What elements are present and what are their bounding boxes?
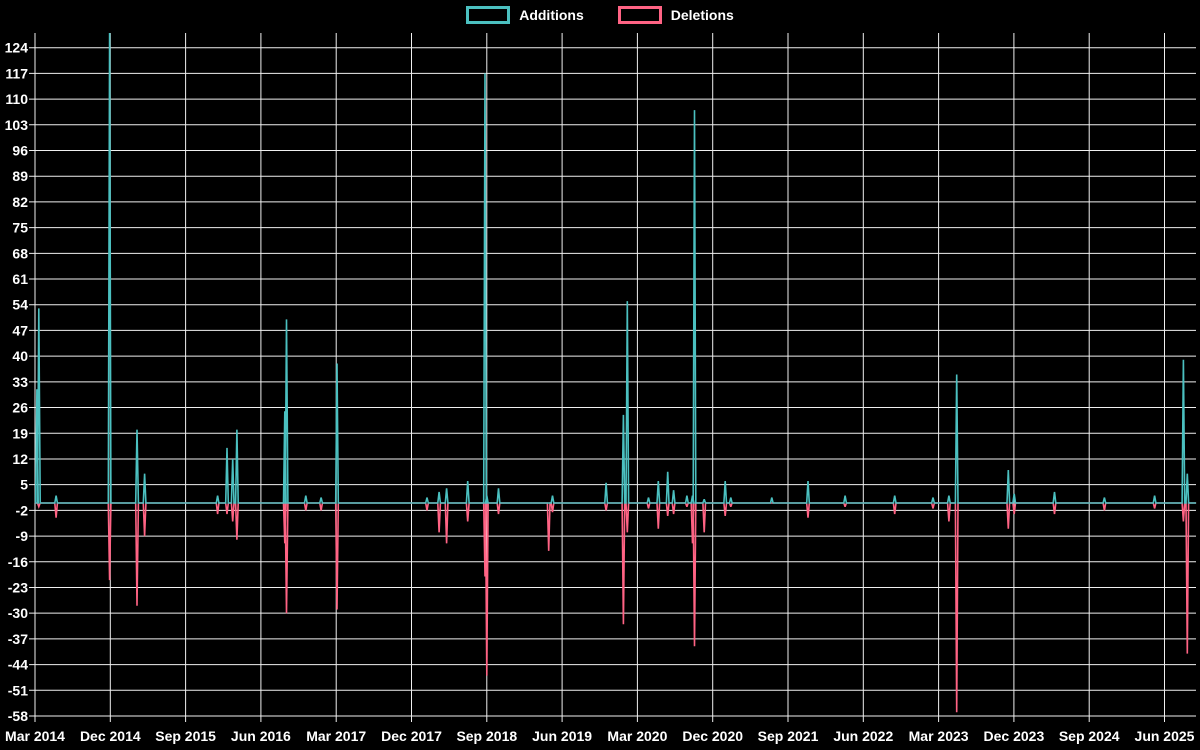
deletions-series-line	[35, 502, 1197, 713]
deletions-legend-label: Deletions	[670, 7, 734, 23]
additions-swatch-icon	[466, 6, 511, 24]
x-tick-label: Sep 2018	[456, 728, 517, 744]
y-tick-label: -2	[16, 502, 29, 518]
y-tick-label: 89	[12, 168, 28, 184]
x-tick-label: Mar 2023	[909, 728, 969, 744]
x-tick-label: Jun 2016	[231, 728, 291, 744]
y-tick-label: 96	[12, 143, 28, 159]
y-tick-label: -16	[8, 554, 28, 570]
legend-item-deletions[interactable]: Deletions	[617, 6, 734, 24]
y-tick-label: 54	[12, 297, 28, 313]
vertical-gridlines	[34, 33, 1165, 722]
x-tick-label: Mar 2017	[306, 728, 366, 744]
y-tick-label: 103	[5, 117, 29, 133]
y-tick-label: -30	[8, 605, 28, 621]
y-tick-label: -58	[8, 708, 28, 724]
y-tick-label: 40	[12, 348, 28, 364]
y-tick-label: 117	[5, 65, 28, 81]
x-tick-label: Jun 2019	[532, 728, 592, 744]
x-tick-label: Dec 2014	[80, 728, 141, 744]
deletions-swatch-icon	[617, 6, 662, 24]
y-tick-label: 82	[12, 194, 28, 210]
y-tick-label: 33	[12, 374, 28, 390]
y-tick-label: 5	[20, 477, 28, 493]
x-tick-label: Sep 2015	[155, 728, 216, 744]
x-tick-label: Mar 2020	[607, 728, 667, 744]
y-tick-label: -23	[8, 579, 28, 595]
y-tick-label: 26	[12, 400, 28, 416]
x-tick-label: Dec 2020	[682, 728, 743, 744]
y-tick-label: -37	[8, 631, 28, 647]
y-axis-tick-labels: 124 117 110 103 96 89 82 75 68 61 54 47 40 33 26 19 12 5 -…	[5, 40, 29, 724]
y-tick-label: 61	[12, 271, 28, 287]
y-tick-label: -44	[8, 657, 28, 673]
additions-series-line	[34, 32, 1197, 504]
legend-item-additions[interactable]: Additions	[466, 6, 584, 24]
y-tick-label: -51	[8, 682, 28, 698]
y-tick-label: 19	[12, 425, 28, 441]
x-axis-tick-labels: Mar 2014 Dec 2014 Sep 2015 Jun 2016 Mar 2017…	[5, 728, 1195, 744]
x-tick-label: Jun 2025	[1135, 728, 1195, 744]
horizontal-gridlines	[29, 47, 1196, 717]
x-tick-label: Jun 2022	[833, 728, 893, 744]
x-tick-label: Sep 2021	[758, 728, 819, 744]
x-tick-label: Dec 2017	[381, 728, 442, 744]
y-tick-label: 110	[5, 91, 28, 107]
y-tick-label: -9	[16, 528, 29, 544]
y-tick-label: 124	[5, 40, 29, 56]
additions-legend-label: Additions	[519, 7, 584, 23]
y-tick-label: 12	[12, 451, 28, 467]
y-tick-label: 75	[12, 220, 28, 236]
chart-legend: Additions Deletions	[0, 6, 1200, 24]
x-tick-label: Mar 2014	[5, 728, 65, 744]
x-tick-label: Sep 2024	[1059, 728, 1120, 744]
y-tick-label: 68	[12, 245, 28, 261]
y-tick-label: 47	[12, 322, 28, 338]
x-tick-label: Dec 2023	[984, 728, 1045, 744]
